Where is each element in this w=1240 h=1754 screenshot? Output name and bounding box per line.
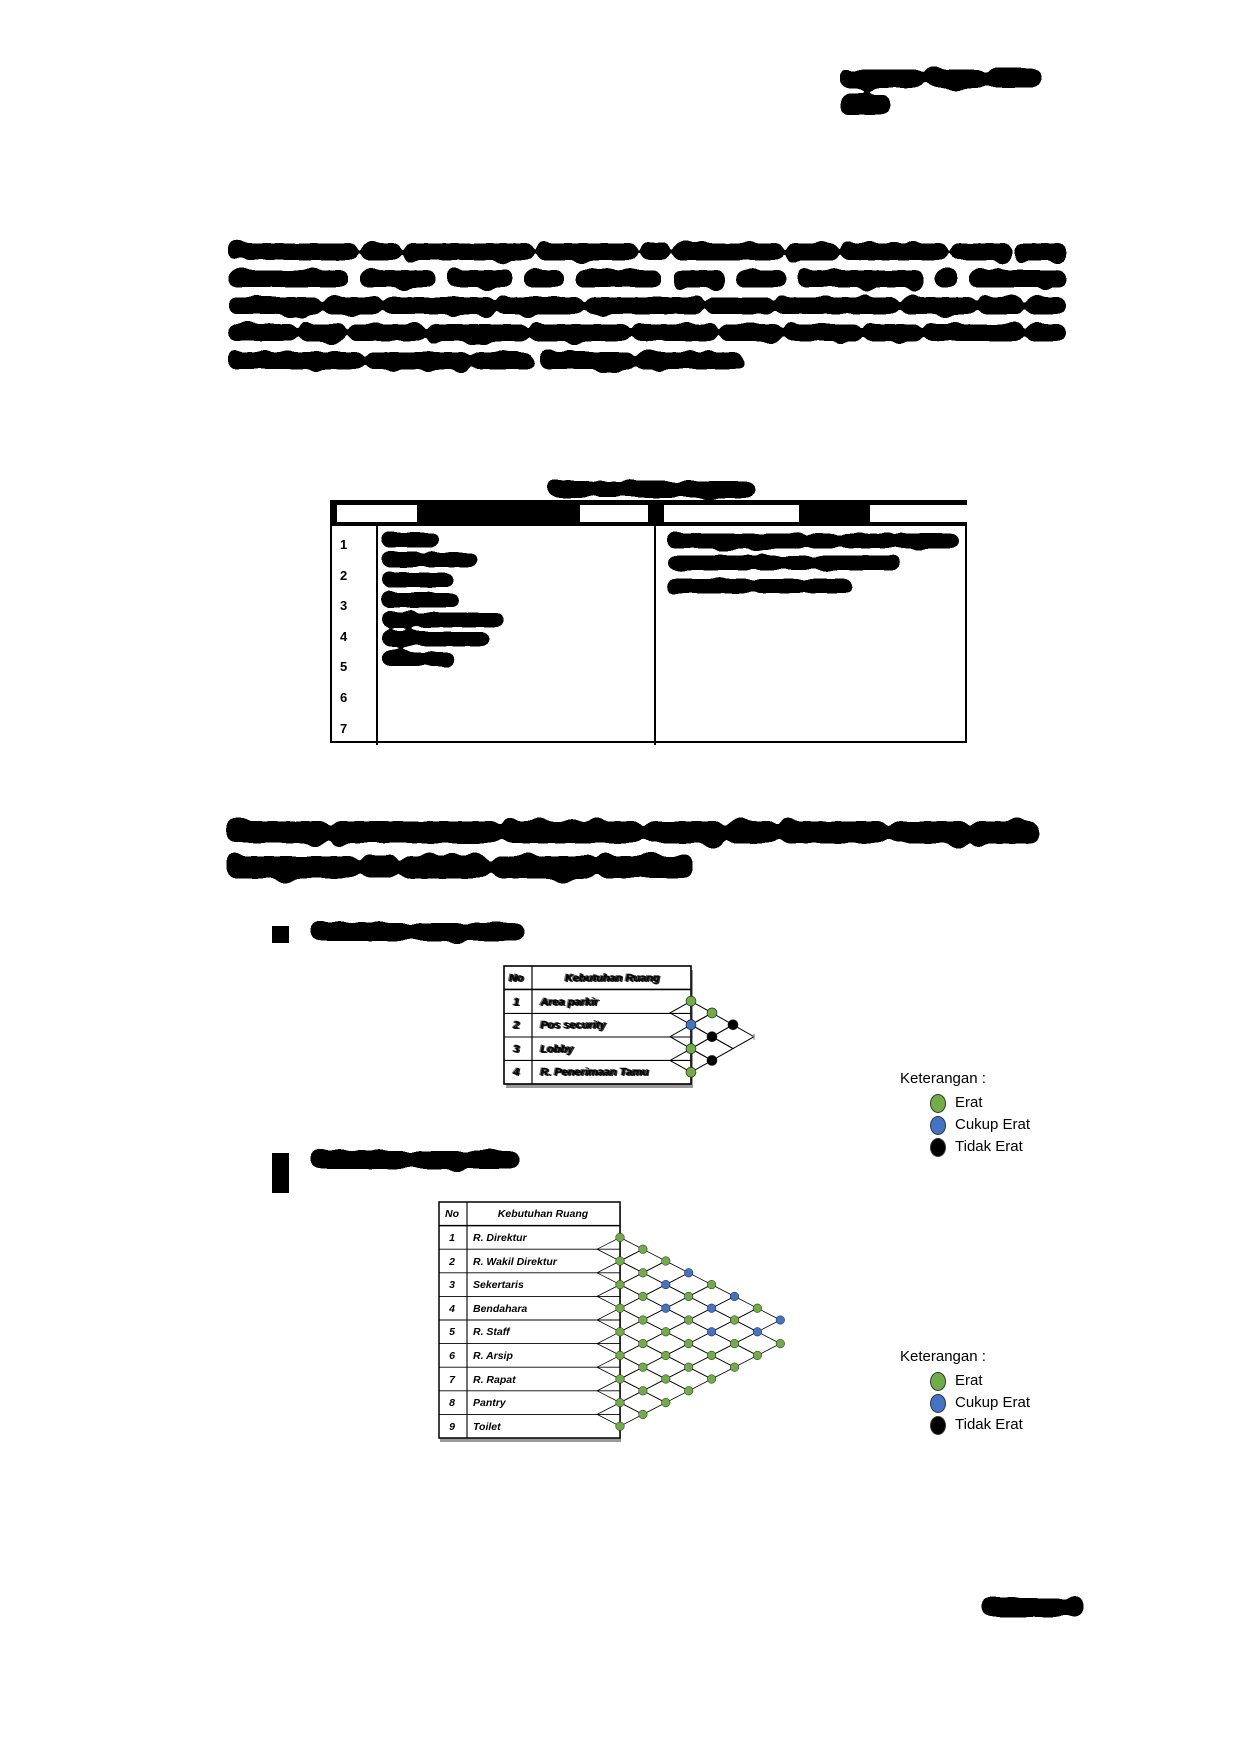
svg-text:1: 1	[513, 997, 519, 1009]
svg-text:Pos security: Pos security	[540, 1020, 606, 1032]
svg-text:No: No	[445, 1208, 460, 1220]
svg-text:R. Staff: R. Staff	[473, 1326, 511, 1338]
svg-text:R. Rapat: R. Rapat	[473, 1374, 516, 1386]
svg-text:5: 5	[449, 1326, 455, 1338]
svg-text:R. Direktur: R. Direktur	[473, 1232, 528, 1244]
svg-text:Bendahara: Bendahara	[473, 1303, 527, 1315]
svg-text:8: 8	[449, 1397, 455, 1409]
svg-text:No: No	[509, 973, 524, 985]
svg-text:2: 2	[512, 1020, 519, 1032]
svg-text:R. Wakil Direktur: R. Wakil Direktur	[473, 1256, 558, 1268]
svg-text:Lobby: Lobby	[540, 1044, 574, 1056]
svg-text:Kebutuhan Ruang: Kebutuhan Ruang	[497, 1208, 588, 1220]
svg-text:6: 6	[449, 1350, 455, 1362]
svg-text:2: 2	[448, 1256, 455, 1268]
svg-text:R. Penerimaan Tamu: R. Penerimaan Tamu	[540, 1067, 649, 1079]
svg-text:4: 4	[512, 1067, 519, 1079]
svg-text:Pantry: Pantry	[473, 1397, 507, 1409]
svg-text:4: 4	[448, 1303, 455, 1315]
svg-text:Kebutuhan Ruang: Kebutuhan Ruang	[565, 973, 660, 985]
svg-text:3: 3	[449, 1279, 455, 1291]
svg-text:Area parkir: Area parkir	[539, 997, 599, 1009]
svg-text:9: 9	[449, 1421, 455, 1433]
svg-text:Toilet: Toilet	[473, 1421, 501, 1433]
svg-text:1: 1	[449, 1232, 455, 1244]
svg-text:3: 3	[513, 1044, 519, 1056]
svg-text:R. Arsip: R. Arsip	[473, 1350, 513, 1362]
svg-text:Sekertaris: Sekertaris	[473, 1279, 524, 1291]
